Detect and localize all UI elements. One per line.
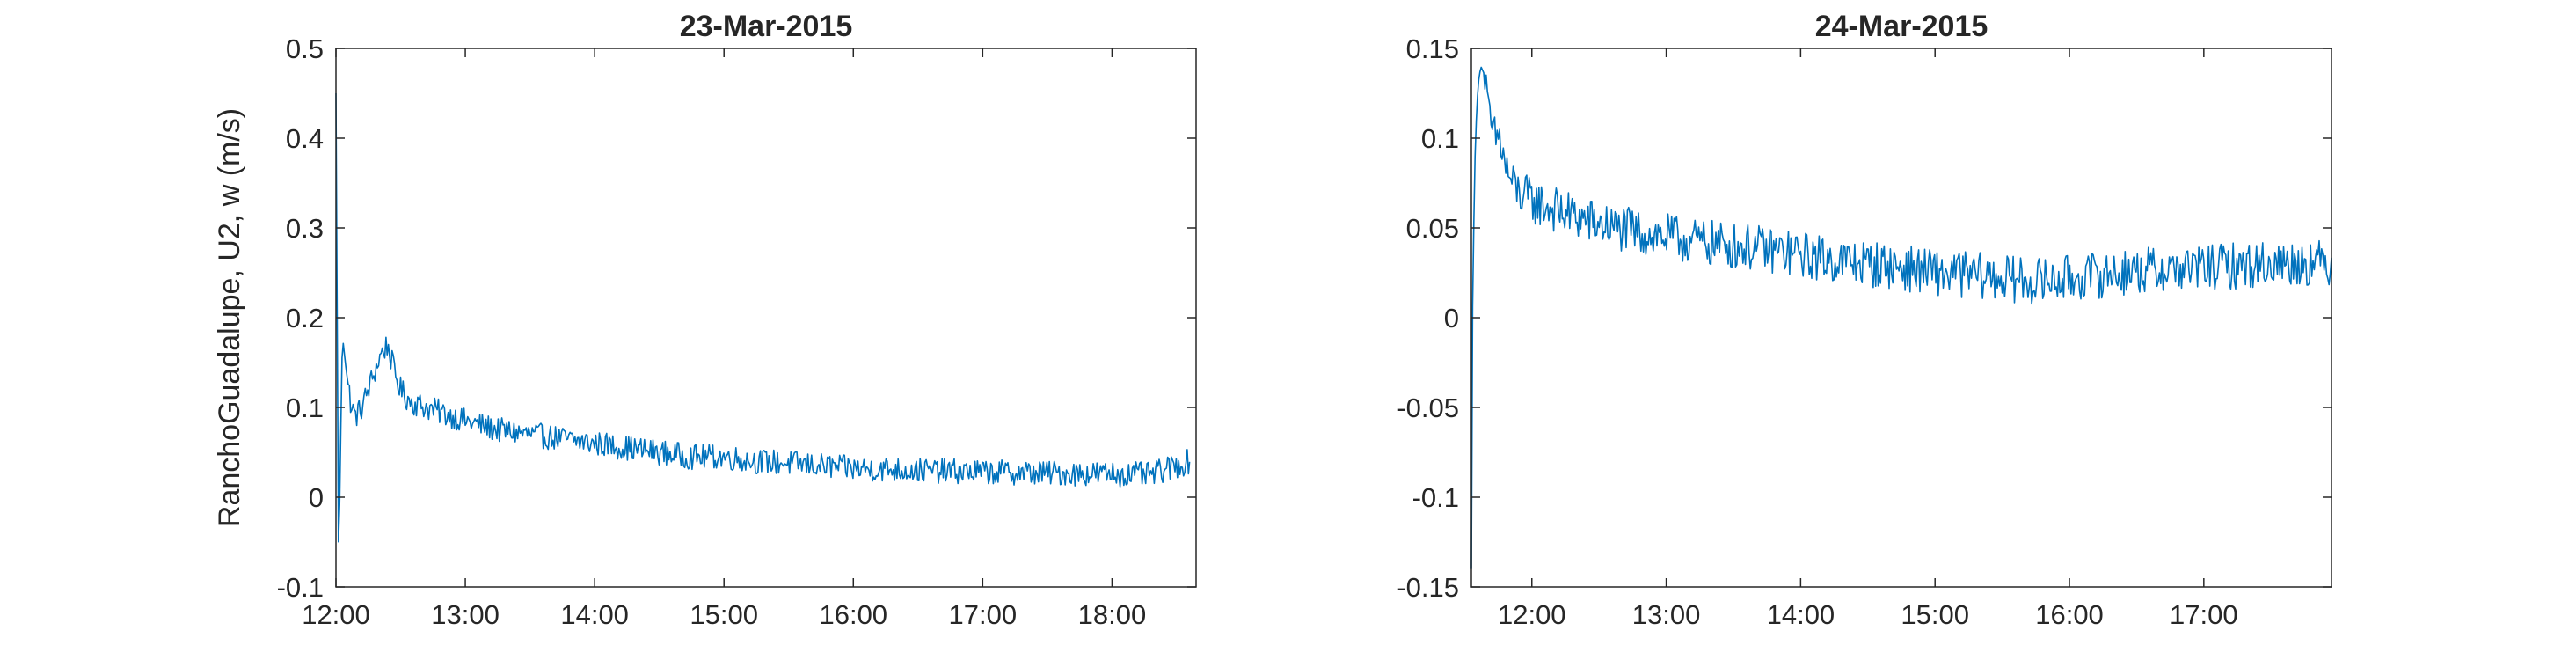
y-tick-label: -0.05 (1397, 392, 1459, 423)
x-tick-label: 12:00 (1498, 599, 1566, 630)
y-tick-label: -0.1 (277, 572, 324, 603)
y-axis-label-left: RanchoGuadalupe, U2, w (m/s) (213, 108, 246, 527)
y-tick-label: 0.1 (1421, 123, 1459, 154)
chart-title-right: 24-Mar-2015 (1815, 10, 1989, 43)
plot-area-left (336, 48, 1196, 587)
y-tick-label: 0.5 (286, 33, 324, 64)
x-tick-label: 13:00 (431, 599, 500, 630)
y-tick-label: 0.4 (286, 123, 324, 154)
series-layer-right (1470, 66, 2332, 569)
tick-layer-left: 12:00 13:00 14:00 15:00 16:00 17:00 18:00 -0.1 0… (277, 33, 1196, 630)
x-tick-label: 16:00 (2035, 599, 2104, 630)
y-tick-label: 0.05 (1406, 213, 1459, 244)
x-tick-label: 15:00 (1901, 599, 1969, 630)
x-tick-label: 13:00 (1632, 599, 1701, 630)
chart-title-left: 23-Mar-2015 (680, 10, 853, 43)
x-tick-label: 18:00 (1078, 599, 1147, 630)
y-tick-label: -0.15 (1397, 572, 1459, 603)
series-line-left (335, 92, 1191, 543)
axes-box-left (335, 48, 1197, 588)
x-tick-label: 15:00 (690, 599, 758, 630)
y-tick-label: 0 (309, 482, 324, 513)
y-tick-label: 0.1 (286, 392, 324, 423)
plot-area-right (1471, 48, 2332, 587)
y-tick-label: -0.1 (1412, 482, 1459, 513)
x-tick-label: 17:00 (949, 599, 1018, 630)
y-tick-label: 0.3 (286, 213, 324, 244)
series-layer-left (335, 92, 1191, 543)
x-tick-label: 14:00 (560, 599, 629, 630)
left-axes: 12:00 13:00 14:00 15:00 16:00 17:00 18:00 -0.1 0… (213, 10, 1197, 630)
series-line-right (1470, 66, 2332, 569)
tick-layer-right: 12:00 13:00 14:00 15:00 16:00 17:00 -0.15 -0.1 -… (1397, 33, 2332, 630)
y-tick-label: 0.15 (1406, 33, 1459, 64)
y-tick-label: 0.2 (286, 303, 324, 334)
x-tick-label: 17:00 (2170, 599, 2238, 630)
x-tick-label: 12:00 (302, 599, 370, 630)
right-axes: 12:00 13:00 14:00 15:00 16:00 17:00 -0.15 -0.1 -… (1397, 10, 2332, 630)
axes-box-right (1470, 48, 2332, 588)
x-tick-label: 14:00 (1767, 599, 1835, 630)
x-tick-label: 16:00 (819, 599, 887, 630)
y-tick-label: 0 (1444, 303, 1459, 334)
